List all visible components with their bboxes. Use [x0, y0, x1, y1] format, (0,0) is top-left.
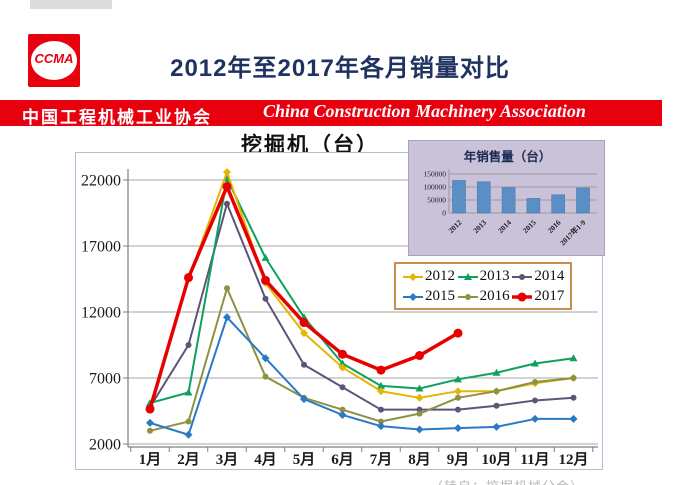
- svg-text:4月: 4月: [254, 451, 277, 468]
- page-title: 2012年至2017年各月销量对比: [170, 55, 510, 82]
- legend-label: 2012: [425, 268, 455, 284]
- legend: 2012 2013 2014 2015 2016 2017: [394, 262, 572, 310]
- banner-chinese-name: 中国工程机械工业协会: [22, 108, 212, 127]
- legend-item-2013: 2013: [457, 268, 512, 285]
- svg-text:22000: 22000: [81, 173, 121, 190]
- legend-swatch-2013: [457, 272, 478, 280]
- ccma-logo-oval: [31, 41, 77, 80]
- svg-text:6月: 6月: [331, 451, 354, 468]
- svg-text:7000: 7000: [89, 371, 121, 388]
- legend-label: 2014: [534, 268, 565, 284]
- svg-text:17000: 17000: [81, 239, 121, 256]
- legend-swatch-2014: [512, 273, 533, 280]
- series-2015: [146, 313, 578, 439]
- svg-text:3月: 3月: [216, 451, 239, 468]
- association-banner: 中国工程机械工业协会 China Construction Machinery …: [0, 100, 662, 127]
- x-axis-labels: 1月 2月 3月 4月 5月 6月 7月 8月 9月 10月 11月 12月: [139, 451, 589, 468]
- svg-text:2017年1-9: 2017年1-9: [557, 217, 587, 247]
- legend-item-2012: 2012: [402, 268, 457, 285]
- svg-text:7月: 7月: [370, 451, 393, 468]
- svg-text:10月: 10月: [481, 451, 511, 468]
- legend-item-2017: 2017: [511, 288, 566, 305]
- legend-swatch-2012: [403, 272, 423, 281]
- svg-text:9月: 9月: [447, 451, 470, 468]
- svg-text:12月: 12月: [558, 451, 588, 468]
- svg-text:12000: 12000: [81, 305, 121, 322]
- svg-text:5月: 5月: [293, 451, 316, 468]
- svg-text:150000: 150000: [424, 170, 447, 179]
- svg-text:8月: 8月: [408, 451, 431, 468]
- series-2013: [146, 174, 578, 407]
- legend-swatch-2016: [457, 293, 478, 300]
- series-2017: [145, 182, 463, 414]
- series-2016: [147, 285, 577, 434]
- svg-text:50000: 50000: [427, 196, 446, 205]
- svg-text:2000: 2000: [89, 437, 121, 454]
- footer-caption: （转自：挖掘机械分会）: [430, 476, 675, 485]
- legend-item-2014: 2014: [511, 268, 566, 285]
- legend-swatch-2017: [512, 292, 533, 301]
- svg-text:2016: 2016: [546, 218, 563, 235]
- legend-swatch-2015: [403, 292, 423, 301]
- ccma-logo: CCMA: [28, 34, 80, 87]
- svg-text:2012: 2012: [446, 218, 463, 235]
- legend-label: 2016: [479, 288, 510, 304]
- legend-label: 2015: [425, 288, 455, 304]
- inset-gridlines: 150000 100000 50000 0: [424, 170, 597, 218]
- y-axis-labels: 22000 17000 12000 7000 2000: [81, 173, 121, 454]
- annual-bar-chart-title: 年销售量（台）: [463, 150, 552, 164]
- svg-text:1月: 1月: [139, 451, 162, 468]
- svg-text:2014: 2014: [496, 218, 513, 235]
- svg-text:2月: 2月: [177, 451, 200, 468]
- svg-text:0: 0: [442, 209, 446, 218]
- legend-item-2015: 2015: [402, 288, 457, 305]
- inset-bars: [452, 180, 590, 214]
- svg-text:2015: 2015: [521, 218, 538, 235]
- annual-bar-chart: 年销售量（台） 150000 100000 50000 0 2012 2013 2014 20…: [408, 140, 605, 256]
- svg-text:100000: 100000: [424, 183, 447, 192]
- axes: [127, 169, 598, 452]
- ccma-logo-text: CCMA: [34, 51, 74, 66]
- banner-english-name: China Construction Machinery Association: [263, 101, 586, 121]
- svg-text:2013: 2013: [471, 218, 488, 235]
- series-2014: [147, 200, 577, 413]
- svg-text:11月: 11月: [520, 451, 549, 468]
- legend-label: 2017: [534, 288, 565, 304]
- legend-item-2016: 2016: [457, 288, 512, 305]
- monthly-line-chart: 22000 17000 12000 7000 2000 1月 2月 3月 4月 5月 6月 7月 8月 9…: [75, 152, 603, 470]
- top-partial-box: [30, 0, 112, 9]
- legend-label: 2013: [479, 268, 510, 284]
